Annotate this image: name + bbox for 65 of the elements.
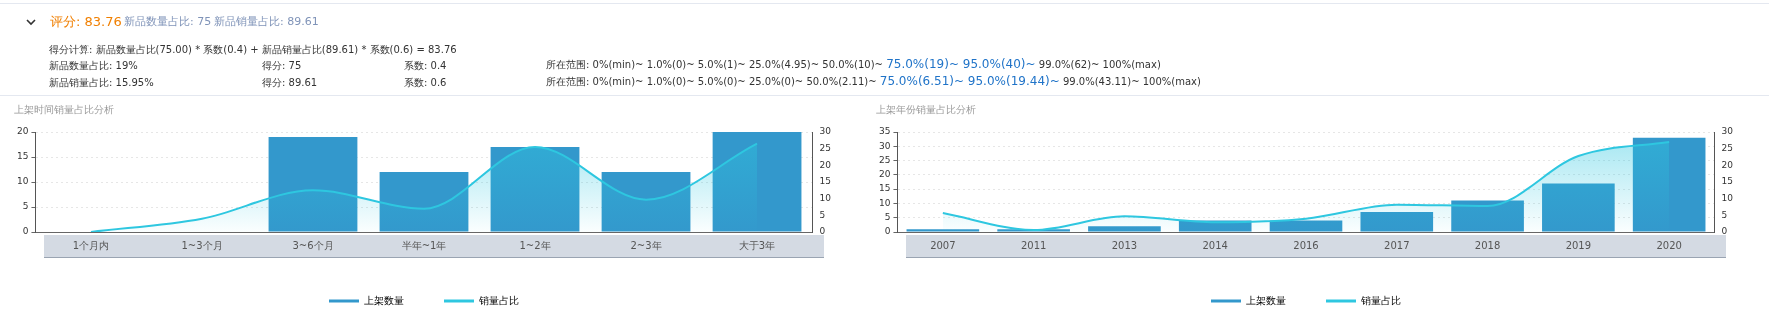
y-tick-label: 25 [879,154,891,165]
chart-title: 上架年份销量占比分析 [876,103,976,115]
y2-tick-label: 20 [1721,159,1734,170]
y-tick-label: 20 [879,169,891,180]
x-tick-label: 2013 [1111,239,1138,251]
x-tick-label: 1~3个月 [181,239,223,251]
text: 所在范围: 0%(min)~ 1.0%(0)~ 5.0%(1)~ 25.0%(4.95)~ 50.0%(10)~ [546,59,883,70]
text: 新品数量占比: 75 [124,14,212,29]
y2-tick-label: 15 [819,176,831,187]
legend-label: 上架数量 [364,294,404,306]
x-tick-label: 2020 [1656,239,1682,251]
y2-tick-label: 10 [819,193,832,204]
y-tick-label: 0 [884,226,891,237]
y2-tick-label: 30 [819,126,832,137]
x-tick-label: 2011 [1020,239,1047,251]
text: 得分: 75 [262,59,302,73]
chart-title: 上架时间销量占比分析 [14,103,114,115]
y2-tick-label: 25 [1721,143,1733,154]
y-tick-label: 30 [879,140,891,151]
y-tick-label: 5 [884,212,891,223]
legend-label: 销量占比 [478,294,519,306]
y-tick-label: 15 [17,151,29,162]
text: 所在范围: 0%(min)~ 1.0%(0)~ 5.0%(0)~ 25.0%(0)~ 50.0%(2.11)~ [546,76,877,87]
y2-tick-label: 5 [1721,209,1728,220]
x-tick-label: 2017 [1384,239,1410,251]
y-tick-label: 10 [17,176,29,187]
x-tick-label: 2~3年 [630,239,662,251]
x-tick-label: 半年~1年 [401,239,447,251]
text: 新品数量占比: 19% [49,59,138,73]
y2-tick-label: 15 [1721,176,1733,187]
text: 得分: 89.61 [262,76,318,90]
y-tick-label: 10 [879,197,891,208]
text: 75.0%(19)~ 95.0%(40)~ [886,57,1036,71]
text: 系数: 0.6 [404,76,447,90]
y2-tick-label: 0 [819,226,826,237]
legend-label: 上架数量 [1246,294,1286,306]
x-tick-label: 2014 [1202,239,1228,251]
text: 75.0%(6.51)~ 95.0%(19.44)~ [879,74,1060,88]
x-tick-label: 1~2年 [519,239,551,251]
y2-tick-label: 10 [1721,193,1734,204]
text: 99.0%(43.11)~ 100%(max) [1062,76,1201,87]
x-tick-label: 1个月内 [72,239,110,251]
y-tick-label: 5 [22,201,29,212]
text: 新品销量占比: 15.95% [49,76,154,90]
text: 系数: 0.4 [404,59,447,73]
text: 99.0%(62)~ 100%(max) [1038,59,1161,70]
x-tick-label: 2018 [1474,239,1501,251]
text: 新品销量占比: 89.61 [214,14,319,29]
legend-label: 销量占比 [1360,294,1401,306]
y2-tick-label: 30 [1721,126,1734,137]
text: 得分计算: 新品数量占比(75.00) * 系数(0.4) + 新品销量占比(89.61) * 系数(0.6) = 83.76 [49,43,457,57]
x-tick-label: 3~6个月 [292,239,334,251]
text: 评分: 83.76 [50,13,122,31]
y-tick-label: 0 [22,226,29,237]
x-tick-label: 2007 [930,239,956,251]
y-tick-label: 20 [17,126,29,137]
x-tick-label: 大于3年 [738,239,776,251]
y-tick-label: 15 [879,183,891,194]
y2-tick-label: 25 [819,143,831,154]
y-tick-label: 35 [879,126,891,137]
x-tick-label: 2019 [1565,239,1592,251]
x-tick-label: 2016 [1293,239,1319,251]
y2-tick-label: 5 [819,209,826,220]
y2-tick-label: 0 [1721,226,1728,237]
y2-tick-label: 20 [819,159,832,170]
